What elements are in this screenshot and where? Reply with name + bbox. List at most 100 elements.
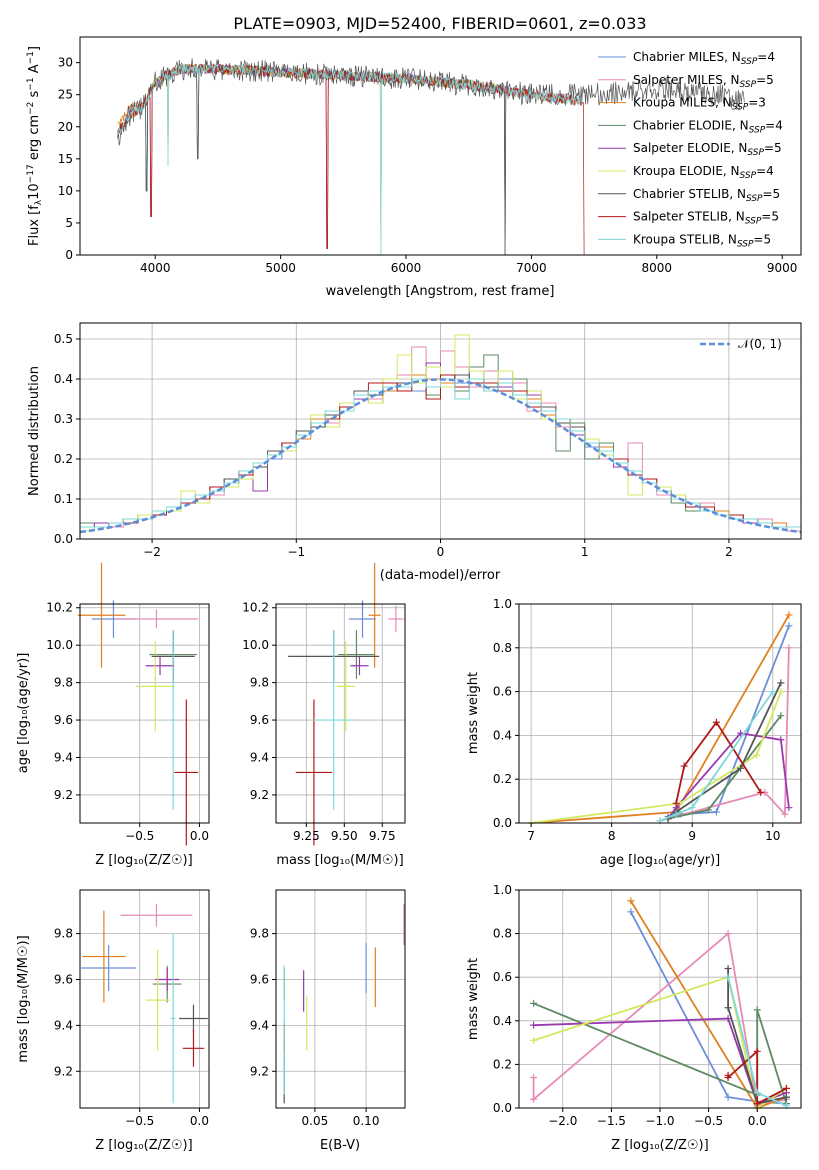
legend-label: Kroupa STELIB, NSSP=5 <box>633 232 771 249</box>
massweight-vs-age-ylabel: mass weight <box>466 672 481 754</box>
legend-label: Salpeter MILES, NSSP=5 <box>633 73 774 90</box>
mass-vs-Z-points <box>81 903 208 1104</box>
legend-label: Chabrier STELIB, NSSP=5 <box>633 187 780 204</box>
massweight-vs-age-ytick-label: 0.6 <box>493 685 512 699</box>
age-vs-mass-xtick-label: 9.50 <box>331 829 358 843</box>
mass-vs-Z-ytick-label: 9.4 <box>54 1018 73 1032</box>
age-vs-mass-xtick-label: 9.25 <box>293 829 320 843</box>
residuals-xtick-label: 1 <box>581 545 589 559</box>
massweight-vs-age-xtick-label: 9 <box>688 829 696 843</box>
mass-vs-Z-ticks: −0.5 0.0 9.2 9.4 9.6 9.8 <box>54 927 209 1128</box>
massweight-vs-Z-ytick-label: 0.4 <box>493 1014 512 1028</box>
mass-vs-Z-panel: −0.5 0.0 9.2 9.4 9.6 9.8 Z [log₁₀(Z/Z☉)] mass… <box>16 889 210 1153</box>
massweight-vs-Z-marker <box>753 1089 761 1097</box>
histogram-series <box>80 378 801 539</box>
massweight-vs-Z-series-line <box>533 976 787 1110</box>
age-vs-mass-xtick-label: 9.75 <box>369 829 396 843</box>
legend-label: Kroupa MILES, NSSP=3 <box>633 96 766 113</box>
massweight-vs-Z-marker <box>753 1047 761 1055</box>
mass-vs-Z-ytick-label: 9.6 <box>54 972 73 986</box>
spectrum-xtick-label: 7000 <box>516 261 547 275</box>
massweight-vs-age-marker <box>785 644 793 652</box>
spectrum-xtick-label: 8000 <box>642 261 673 275</box>
massweight-vs-age-marker <box>777 688 785 696</box>
age-vs-mass-ticks: 9.25 9.50 9.75 9.2 9.4 9.6 9.8 10.0 10.2 <box>242 601 395 843</box>
spectrum-series-line <box>117 63 507 255</box>
residuals-panel: −2 −1 0 1 2 0.0 0.1 0.2 0.3 0.4 0.5 (data-model)/e… <box>27 322 802 583</box>
mass-vs-EBV-ytick-label: 9.4 <box>250 1018 269 1032</box>
mass-vs-Z-ytick-label: 9.2 <box>54 1064 73 1078</box>
massweight-vs-age-series-line <box>659 647 790 822</box>
age-vs-Z-frame <box>79 603 210 824</box>
residuals-ytick-label: 0.2 <box>54 452 73 466</box>
mass-vs-EBV-xlabel: E(B-V) <box>320 1138 360 1153</box>
massweight-vs-Z-marker <box>724 930 732 938</box>
massweight-vs-age-marker <box>785 804 793 812</box>
massweight-vs-Z-ytick-label: 0.8 <box>493 927 512 941</box>
legend-label: Chabrier ELODIE, NSSP=4 <box>633 118 783 135</box>
massweight-vs-age-ticks: 7 8 9 10 0.0 0.2 0.4 0.6 0.8 1.0 <box>493 597 781 843</box>
age-vs-Z-panel: −0.5 0.0 9.2 9.4 9.6 9.8 10.0 10.2 Z [log₁₀(Z/Z… <box>16 562 210 868</box>
massweight-vs-age-marker <box>712 718 720 726</box>
massweight-vs-age-xtick-label: 8 <box>608 829 616 843</box>
mass-vs-EBV-grid <box>276 890 405 1108</box>
massweight-vs-Z-xtick-label: 0.0 <box>748 1114 767 1128</box>
massweight-vs-age-xlabel: age [log₁₀(age/yr)] <box>600 853 721 868</box>
massweight-vs-Z-marker <box>724 1073 732 1081</box>
age-vs-mass-ytick-label: 9.4 <box>250 750 269 764</box>
age-vs-mass-panel: 9.25 9.50 9.75 9.2 9.4 9.6 9.8 10.0 10.2 mass [l… <box>242 562 406 868</box>
massweight-vs-Z-ticks: −2.0 −1.5 −1.0 −0.5 0.0 0.0 0.2 0.4 0.6 0.8 1.0 <box>493 883 767 1128</box>
massweight-vs-age-marker <box>680 762 688 770</box>
massweight-vs-Z-xtick-label: −1.0 <box>645 1114 674 1128</box>
age-vs-Z-xlabel: Z [log₁₀(Z/Z☉)] <box>95 853 192 868</box>
massweight-vs-Z-marker <box>627 897 635 905</box>
massweight-vs-age-ytick-label: 0.4 <box>493 728 512 742</box>
residuals-histograms <box>80 334 801 539</box>
massweight-vs-age-marker <box>672 810 680 818</box>
massweight-vs-age-ytick-label: 1.0 <box>493 597 512 611</box>
age-vs-mass-ytick-label: 9.6 <box>250 713 269 727</box>
massweight-vs-Z-marker <box>724 964 732 972</box>
massweight-vs-Z-xtick-label: −2.0 <box>548 1114 577 1128</box>
age-vs-Z-ytick-label: 9.4 <box>54 750 73 764</box>
massweight-vs-age-lines <box>527 611 793 827</box>
massweight-vs-age-series-line <box>659 691 774 822</box>
massweight-vs-Z-ylabel: mass weight <box>466 958 481 1040</box>
spectrum-ytick-label: 30 <box>58 56 73 70</box>
mass-vs-Z-xlabel: Z [log₁₀(Z/Z☉)] <box>95 1138 192 1153</box>
age-vs-Z-ytick-label: 9.8 <box>54 676 73 690</box>
spectrum-title: PLATE=0903, MJD=52400, FIBERID=0601, z=0… <box>233 14 646 33</box>
residuals-ytick-label: 0.3 <box>54 412 73 426</box>
massweight-vs-Z-marker <box>724 1093 732 1101</box>
spectrum-ytick-label: 15 <box>58 152 73 166</box>
residuals-legend: 𝒩(0, 1) <box>700 337 782 351</box>
massweight-vs-Z-lines <box>530 897 790 1112</box>
residuals-ytick-label: 0.0 <box>54 532 73 546</box>
residuals-ytick-label: 0.5 <box>54 332 73 346</box>
massweight-vs-age-marker <box>777 736 785 744</box>
spectrum-xtick-label: 6000 <box>391 261 422 275</box>
residuals-ticks: −2 −1 0 1 2 0.0 0.1 0.2 0.3 0.4 0.5 <box>54 332 733 559</box>
massweight-vs-age-marker <box>672 799 680 807</box>
legend-label: Kroupa ELODIE, NSSP=4 <box>633 164 774 181</box>
age-vs-mass-points <box>288 562 404 846</box>
age-vs-mass-frame <box>275 603 406 824</box>
massweight-vs-Z-marker <box>530 1021 538 1029</box>
massweight-vs-Z-marker <box>753 1100 761 1108</box>
age-vs-mass-ytick-label: 9.2 <box>250 788 269 802</box>
spectrum-ytick-label: 25 <box>58 88 73 102</box>
massweight-vs-age-marker <box>769 688 777 696</box>
massweight-vs-Z-marker <box>530 1073 538 1081</box>
spectrum-ticks: 4000 5000 6000 7000 8000 9000 0 5 10 15 20 25 30 <box>58 56 798 275</box>
massweight-vs-age-marker <box>753 751 761 759</box>
mass-vs-EBV-points <box>283 903 405 1104</box>
mass-vs-EBV-ytick-label: 9.6 <box>250 972 269 986</box>
age-vs-Z-ytick-label: 10.0 <box>46 638 73 652</box>
massweight-vs-age-ytick-label: 0.0 <box>493 816 512 830</box>
residuals-xtick-label: −1 <box>287 545 305 559</box>
mass-vs-Z-grid <box>80 890 209 1108</box>
mass-vs-Z-xtick-label: −0.5 <box>125 1114 154 1128</box>
normal-legend-label: 𝒩(0, 1) <box>738 337 782 351</box>
massweight-vs-age-ytick-label: 0.2 <box>493 772 512 786</box>
